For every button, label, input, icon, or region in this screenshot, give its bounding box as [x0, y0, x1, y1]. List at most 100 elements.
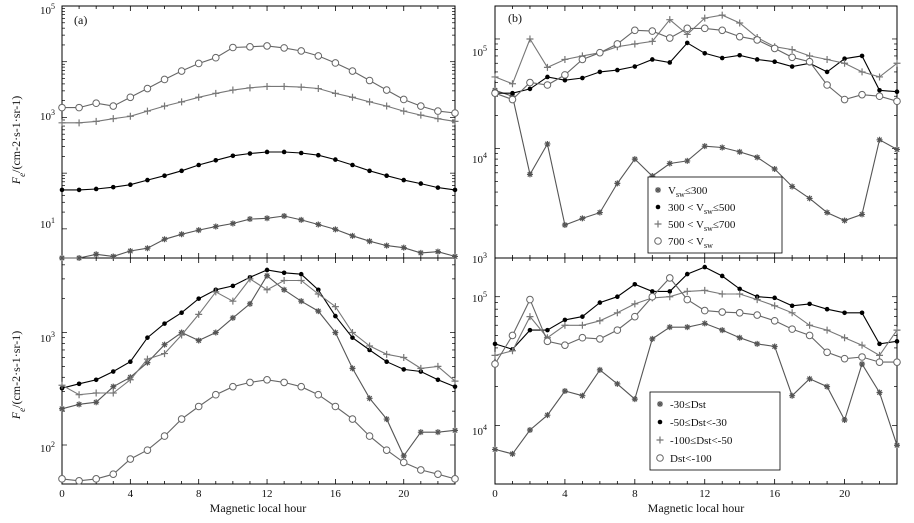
point-b-top-plus-8: [631, 40, 639, 48]
legend-legtop-marker-1: [655, 204, 661, 210]
point-b-bot-plus-22: [876, 351, 884, 359]
point-a-bot-dot-10: [230, 283, 236, 289]
point-a-bot-circle-11: [246, 378, 254, 387]
point-b-bot-circle-18: [805, 331, 814, 340]
point-a-top-star-14: [298, 216, 305, 223]
y-label-units: -2·s-1·sr-1): [9, 96, 23, 151]
point-b-top-dot-16: [772, 59, 777, 65]
line-a-top-plus: [62, 85, 456, 124]
line-b-top-star: [494, 89, 898, 226]
line-b-bot-star: [494, 322, 898, 455]
point-a-top-plus-7: [178, 98, 186, 106]
point-b-top-dot-13: [719, 55, 725, 61]
point-a-top-dot-0: [59, 187, 65, 193]
xtick-label-b-0: 0: [492, 488, 498, 500]
point-b-top-star-7: [614, 180, 621, 187]
point-a-top-plus-14: [297, 83, 305, 91]
point-b-bot-dot-5: [580, 314, 585, 319]
point-b-top-circle-6: [596, 48, 604, 57]
point-a-bot-plus-2: [92, 389, 100, 397]
point-a-bot-plus-8: [195, 310, 203, 318]
point-a-top-circle-15: [314, 52, 323, 60]
legend-legbot-text-0: -30≤Dst: [670, 399, 706, 411]
point-b-top-plus-9: [648, 37, 656, 45]
point-a-bot-plus-21: [417, 364, 425, 372]
point-a-bot-dot-3: [110, 369, 116, 374]
series-a-top-plus: [58, 82, 459, 127]
ytick-a-bot-1: 102: [40, 440, 55, 455]
point-a-top-plus-20: [400, 107, 408, 115]
point-a-top-plus-0: [58, 119, 66, 127]
point-b-top-dot-2: [527, 86, 533, 92]
point-b-top-star-10: [666, 160, 673, 167]
point-b-bot-star-5: [579, 392, 586, 399]
point-a-top-circle-20: [399, 95, 408, 104]
point-a-top-star-17: [349, 232, 356, 239]
point-a-bot-star-3: [110, 383, 117, 390]
series-b-bot-plus: [491, 286, 901, 359]
point-b-top-star-5: [579, 215, 586, 222]
point-a-bot-star-16: [332, 329, 339, 336]
point-a-top-plus-10: [229, 86, 237, 94]
point-a-bot-dot-22: [435, 377, 441, 383]
point-b-top-plus-14: [736, 19, 744, 27]
point-a-top-plus-16: [331, 89, 339, 97]
legend-legbot-text-3: Dst<-100: [670, 453, 712, 465]
point-a-top-circle-6: [160, 75, 169, 84]
point-b-top-dot-20: [842, 56, 847, 62]
point-b-bot-circle-14: [735, 308, 744, 317]
point-a-top-circle-7: [177, 67, 186, 75]
point-b-bot-dot-6: [597, 300, 603, 305]
point-a-top-star-12: [264, 215, 271, 222]
point-a-top-circle-16: [331, 59, 340, 67]
point-b-bot-dot-9: [650, 289, 655, 294]
point-b-top-circle-9: [648, 27, 657, 35]
point-b-top-star-23: [894, 146, 900, 153]
point-a-top-star-4: [127, 248, 134, 255]
point-b-bot-circle-11: [683, 295, 692, 304]
point-b-bot-star-3: [544, 412, 551, 419]
series-b-bot-dot: [492, 264, 900, 352]
legend-top-box: [647, 176, 783, 254]
point-b-top-star-19: [824, 209, 831, 216]
point-a-bot-plus-1: [75, 391, 83, 399]
ytick-b-top-1: 104: [472, 151, 487, 166]
point-a-bot-circle-6: [160, 432, 169, 440]
point-b-top-dot-9: [650, 57, 655, 62]
point-a-top-plus-19: [383, 102, 391, 110]
point-a-bot-star-6: [161, 341, 168, 348]
point-b-bot-circle-3: [543, 337, 552, 346]
panel-a-label: (a): [74, 13, 87, 27]
point-a-top-star-0: [59, 255, 65, 261]
point-b-top-dot-4: [562, 77, 568, 83]
point-a-top-circle-12: [263, 42, 271, 50]
point-a-bot-star-10: [229, 314, 236, 321]
point-b-bot-star-0: [492, 446, 498, 453]
legend-bot-box: [649, 391, 781, 471]
point-b-bot-circle-15: [753, 311, 761, 319]
x-ticks: 0 4 8 12 16 20 0 4 8 12 16 20: [59, 5, 898, 500]
legend-legbot-marker-1: [657, 419, 663, 425]
ytick-b-top-0: 105: [472, 44, 487, 59]
point-b-bot-star-15: [754, 340, 761, 347]
point-a-top-plus-12: [263, 82, 271, 90]
point-a-top-plus-2: [92, 117, 100, 125]
point-a-top-star-1: [76, 255, 83, 261]
point-b-top-star-8: [631, 156, 638, 163]
point-a-bot-plus-4: [126, 376, 134, 384]
point-a-bot-circle-14: [297, 382, 306, 391]
point-a-bot-star-18: [366, 395, 373, 402]
xtick-label-b-2: 8: [632, 488, 638, 500]
point-a-bot-circle-7: [177, 415, 186, 423]
legend-legbot-text-1: -50≤Dst<-30: [670, 417, 727, 429]
xtick-label-a-0: 0: [59, 488, 65, 500]
point-b-bot-star-17: [789, 392, 796, 399]
point-a-top-dot-8: [196, 162, 201, 168]
point-a-top-dot-5: [145, 177, 150, 183]
point-b-top-dot-23: [894, 89, 900, 94]
point-a-bot-circle-19: [382, 446, 391, 454]
point-b-top-circle-11: [683, 24, 692, 33]
point-b-top-circle-5: [578, 55, 587, 64]
point-a-bot-plus-18: [366, 342, 374, 350]
yticks-b-bot: 105 104: [472, 290, 487, 438]
